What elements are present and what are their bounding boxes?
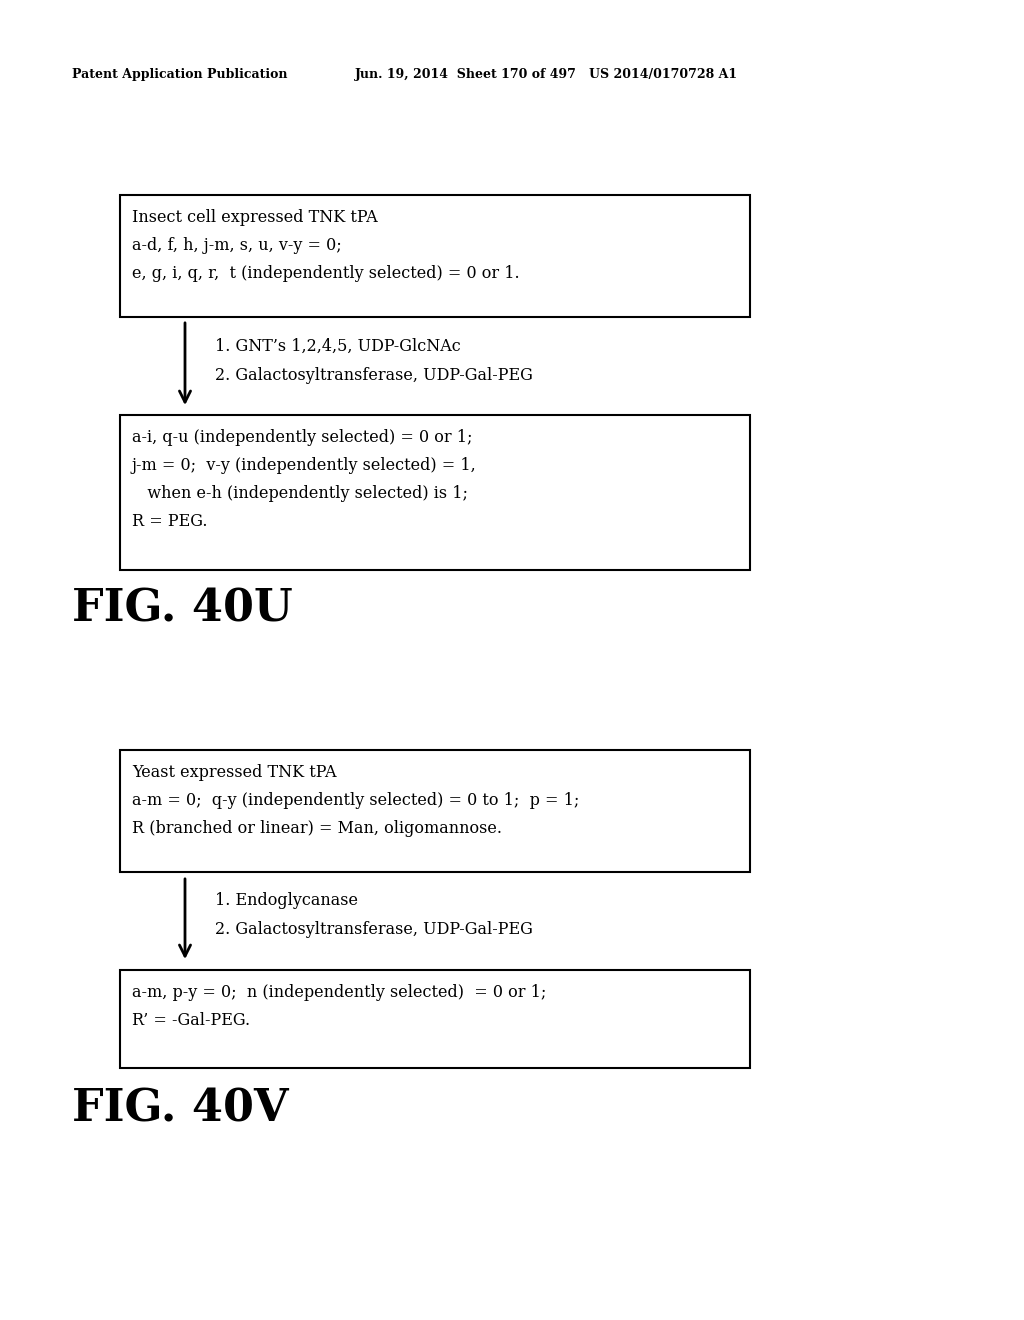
Text: R = PEG.: R = PEG.: [132, 513, 208, 531]
Text: Insect cell expressed TNK tPA: Insect cell expressed TNK tPA: [132, 209, 378, 226]
Text: 1. Endoglycanase: 1. Endoglycanase: [215, 892, 358, 909]
Bar: [120, 750, 750, 873]
Text: a-i, q-u (independently selected) = 0 or 1;: a-i, q-u (independently selected) = 0 or…: [132, 429, 472, 446]
Text: Patent Application Publication: Patent Application Publication: [72, 69, 288, 81]
Bar: [120, 970, 750, 1068]
Text: R (branched or linear) = Man, oligomannose.: R (branched or linear) = Man, oligomanno…: [132, 820, 502, 837]
Text: e, g, i, q, r,  t (independently selected) = 0 or 1.: e, g, i, q, r, t (independently selected…: [132, 265, 519, 282]
Text: a-m = 0;  q-y (independently selected) = 0 to 1;  p = 1;: a-m = 0; q-y (independently selected) = …: [132, 792, 580, 809]
Bar: [120, 195, 750, 317]
Text: Jun. 19, 2014  Sheet 170 of 497   US 2014/0170728 A1: Jun. 19, 2014 Sheet 170 of 497 US 2014/0…: [355, 69, 738, 81]
Text: R’ = -Gal-PEG.: R’ = -Gal-PEG.: [132, 1012, 250, 1030]
Text: 2. Galactosyltransferase, UDP-Gal-PEG: 2. Galactosyltransferase, UDP-Gal-PEG: [215, 921, 532, 939]
Text: Yeast expressed TNK tPA: Yeast expressed TNK tPA: [132, 764, 337, 781]
Text: 2. Galactosyltransferase, UDP-Gal-PEG: 2. Galactosyltransferase, UDP-Gal-PEG: [215, 367, 532, 384]
Text: FIG. 40U: FIG. 40U: [72, 587, 293, 631]
Text: j-m = 0;  v-y (independently selected) = 1,: j-m = 0; v-y (independently selected) = …: [132, 457, 477, 474]
Bar: [120, 414, 750, 570]
Text: a-d, f, h, j-m, s, u, v-y = 0;: a-d, f, h, j-m, s, u, v-y = 0;: [132, 238, 342, 253]
Text: when e-h (independently selected) is 1;: when e-h (independently selected) is 1;: [132, 484, 468, 502]
Text: 1. GNT’s 1,2,4,5, UDP-GlcNAc: 1. GNT’s 1,2,4,5, UDP-GlcNAc: [215, 338, 461, 355]
Text: FIG. 40V: FIG. 40V: [72, 1088, 289, 1131]
Text: a-m, p-y = 0;  n (independently selected)  = 0 or 1;: a-m, p-y = 0; n (independently selected)…: [132, 983, 547, 1001]
